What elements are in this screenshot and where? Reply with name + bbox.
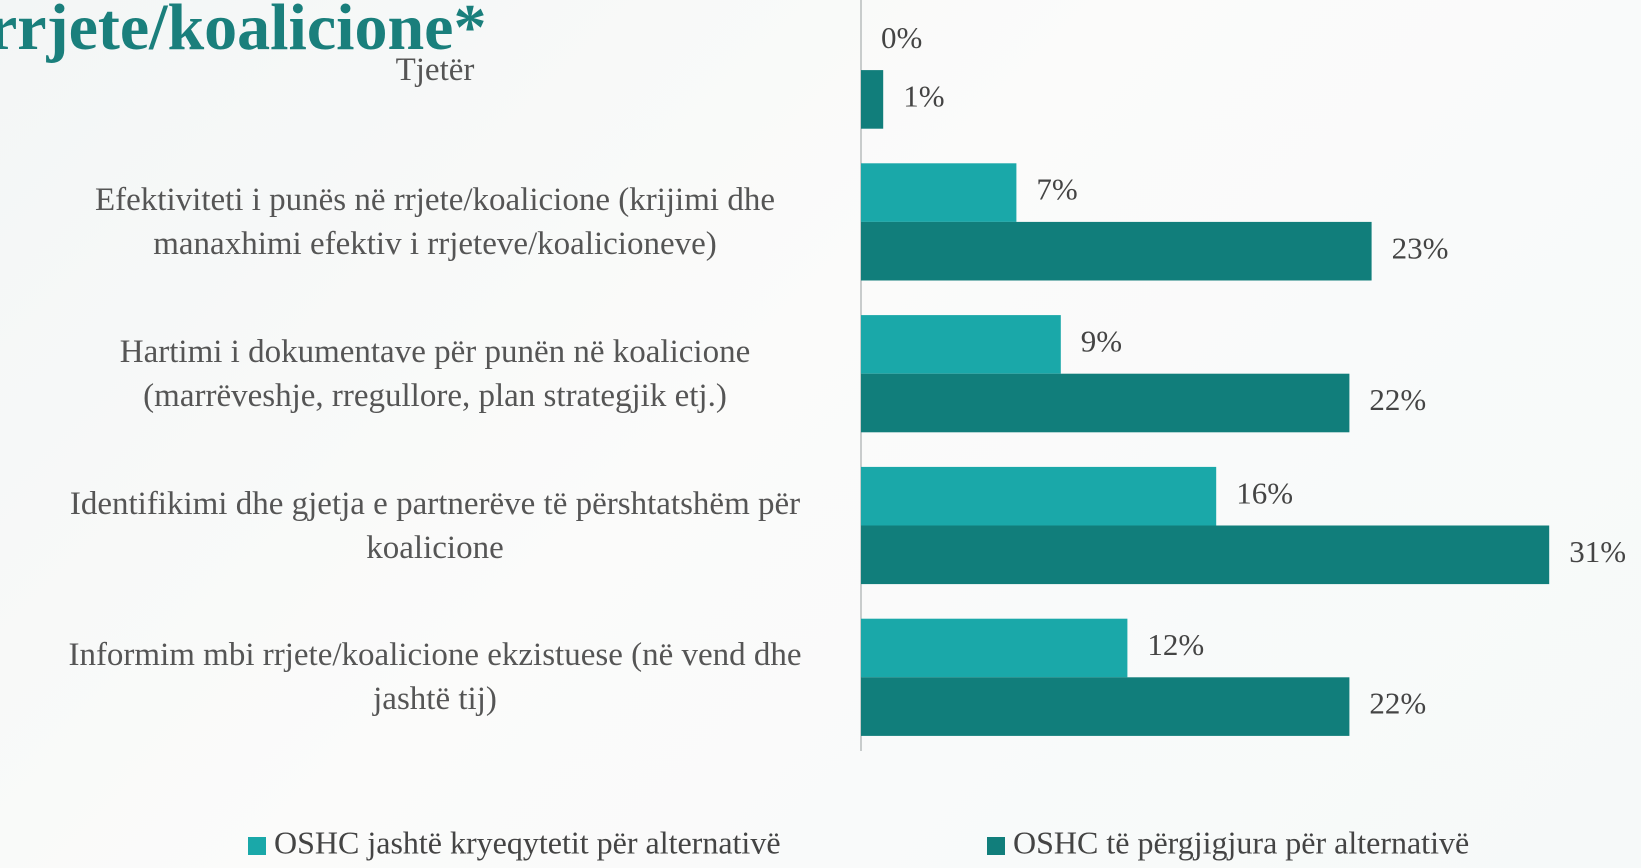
bar <box>861 373 1350 433</box>
category-label: Efektiviteti i punës në rrjete/koalicion… <box>95 181 775 262</box>
bar <box>861 163 1017 222</box>
legend-swatch <box>987 837 1005 855</box>
bar <box>861 315 1061 374</box>
bar <box>861 70 884 129</box>
bar <box>861 525 1550 585</box>
value-label: 16% <box>1236 475 1293 510</box>
bar <box>861 466 1217 526</box>
value-label: 12% <box>1147 627 1204 662</box>
value-label: 0% <box>881 20 922 55</box>
value-label: 1% <box>903 79 944 114</box>
value-label: 22% <box>1369 382 1426 417</box>
value-label: 7% <box>1036 172 1077 207</box>
value-label: 22% <box>1369 686 1426 721</box>
chart-title: rrjete/koalicione* <box>0 0 486 64</box>
legend-label: OSHC të përgjigjura për alternativë <box>1013 824 1469 860</box>
value-label: 23% <box>1392 230 1449 265</box>
bar <box>861 221 1372 281</box>
category-label: Tjetër <box>395 52 475 89</box>
bar <box>861 677 1350 736</box>
legend-swatch <box>248 837 266 855</box>
bar <box>861 618 1128 678</box>
category-label: Identifikimi dhe gjetja e partnerëve të … <box>69 485 801 566</box>
category-label: Hartimi i dokumentave për punën në koali… <box>119 333 751 414</box>
legend-label: OSHC jashtë kryeqytetit për alternativë <box>274 824 781 860</box>
value-label: 9% <box>1081 324 1122 359</box>
category-label: Informim mbi rrjete/koalicione ekzistues… <box>68 637 802 718</box>
value-label: 31% <box>1569 534 1626 569</box>
